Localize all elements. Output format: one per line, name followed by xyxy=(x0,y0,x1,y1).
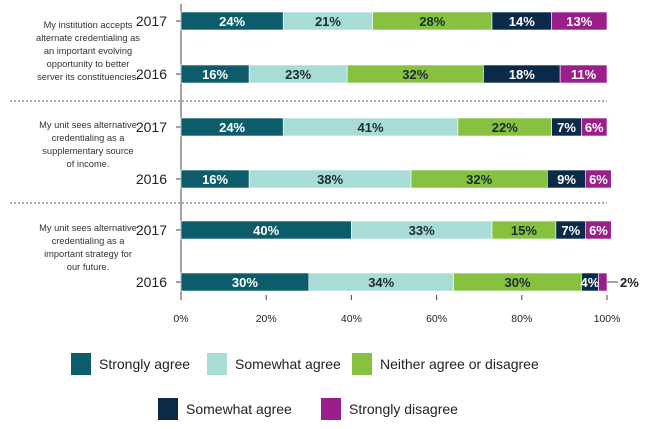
x-tick-label: 60% xyxy=(426,313,447,325)
data-label: 16% xyxy=(202,172,228,187)
x-tick-label: 0% xyxy=(173,313,188,325)
x-tick-label: 80% xyxy=(511,313,532,325)
bar-segment xyxy=(551,11,608,31)
data-label: 38% xyxy=(317,172,343,187)
year-label: 2016 xyxy=(136,171,167,187)
legend-label: Neither agree or disagree xyxy=(380,356,539,372)
legend-label: Somewhat agree xyxy=(235,356,341,372)
year-label: 2017 xyxy=(136,222,167,238)
data-label: 6% xyxy=(589,223,608,238)
x-tick-label: 100% xyxy=(594,313,621,325)
legend-swatch xyxy=(71,353,91,375)
data-label: 30% xyxy=(232,275,258,290)
legend-label: Strongly agree xyxy=(99,356,190,372)
data-label: 28% xyxy=(419,14,445,29)
question-label: of income. xyxy=(67,159,110,169)
legend-swatch xyxy=(158,398,178,420)
x-tick-label: 20% xyxy=(256,313,277,325)
question-label: opportunity to better xyxy=(47,59,130,69)
question-label: supplementary source xyxy=(42,146,133,156)
data-label: 23% xyxy=(285,67,311,82)
plot-area: 0% 20% 40% 60% 80% 100% My institution accepts… xyxy=(10,4,639,325)
legend: Strongly agree Somewhat agree Neither agre… xyxy=(71,353,539,420)
data-label: 11% xyxy=(571,67,597,82)
year-label: 2016 xyxy=(136,274,167,290)
data-label: 14% xyxy=(509,14,535,29)
question-label: an important evolving xyxy=(44,46,132,56)
question-label: credentialing as a xyxy=(52,236,126,246)
data-label: 33% xyxy=(409,223,435,238)
data-label: 7% xyxy=(561,223,580,238)
x-tick-label: 40% xyxy=(341,313,362,325)
question-label: credentialing as a xyxy=(52,133,126,143)
data-label: 13% xyxy=(566,14,592,29)
data-label: 21% xyxy=(315,14,341,29)
legend-swatch xyxy=(207,353,227,375)
data-label: 16% xyxy=(202,67,228,82)
question-label: our future. xyxy=(67,262,109,272)
bar-segment xyxy=(598,272,608,292)
data-label: 9% xyxy=(557,172,576,187)
question-label: server its constituencies. xyxy=(37,72,139,82)
question-label: My unit sees alternative xyxy=(39,223,137,233)
legend-swatch xyxy=(352,353,372,375)
data-label: 24% xyxy=(219,120,245,135)
legend-label: Somewhat agree xyxy=(186,401,292,417)
data-label: 30% xyxy=(505,275,531,290)
data-label: 6% xyxy=(585,120,604,135)
bar-segment xyxy=(559,64,608,84)
data-label: 34% xyxy=(368,275,394,290)
data-label: 32% xyxy=(402,67,428,82)
question-label: My unit sees alternative xyxy=(39,120,137,130)
data-label: 22% xyxy=(492,120,518,135)
data-label: 40% xyxy=(253,223,279,238)
question-label: My institution accepts xyxy=(44,20,133,30)
data-label: 2% xyxy=(620,275,639,290)
question-label: alternate credentialing as xyxy=(36,33,140,43)
data-label: 15% xyxy=(511,223,537,238)
data-label: 18% xyxy=(509,67,535,82)
data-label: 7% xyxy=(557,120,576,135)
data-label: 24% xyxy=(219,14,245,29)
year-label: 2016 xyxy=(136,66,167,82)
bar-segment xyxy=(585,169,612,189)
legend-swatch xyxy=(321,398,341,420)
data-label: 4% xyxy=(581,275,600,290)
data-label: 41% xyxy=(358,120,384,135)
legend-label: Strongly disagree xyxy=(349,401,458,417)
data-label: 32% xyxy=(466,172,492,187)
bar-segment xyxy=(581,117,608,137)
year-label: 2017 xyxy=(136,119,167,135)
question-label: important strategy for xyxy=(44,249,132,259)
bar-segment xyxy=(585,220,612,240)
data-label: 6% xyxy=(589,172,608,187)
year-label: 2017 xyxy=(136,13,167,29)
